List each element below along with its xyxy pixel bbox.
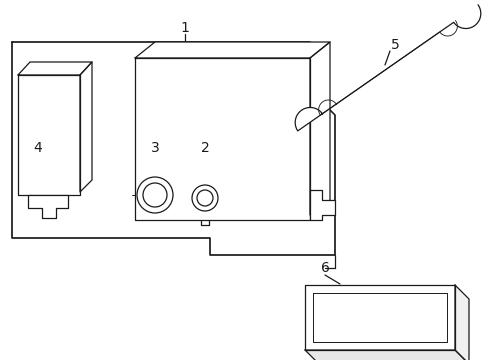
Polygon shape: [305, 285, 454, 350]
Circle shape: [197, 190, 213, 206]
Polygon shape: [135, 42, 329, 58]
Polygon shape: [80, 62, 92, 192]
Polygon shape: [309, 42, 329, 215]
Polygon shape: [309, 190, 334, 220]
Circle shape: [137, 177, 173, 213]
Polygon shape: [12, 42, 334, 255]
Polygon shape: [18, 75, 80, 195]
Polygon shape: [454, 285, 468, 360]
Text: 5: 5: [390, 38, 399, 52]
Text: 3: 3: [150, 141, 159, 155]
Circle shape: [142, 183, 167, 207]
Text: 2: 2: [200, 141, 209, 155]
Polygon shape: [28, 195, 68, 218]
Polygon shape: [135, 58, 309, 220]
Text: 4: 4: [34, 141, 42, 155]
Polygon shape: [18, 62, 92, 75]
Polygon shape: [305, 350, 468, 360]
Text: 1: 1: [180, 21, 189, 35]
Polygon shape: [295, 5, 480, 131]
Circle shape: [192, 185, 218, 211]
Text: 6: 6: [320, 261, 329, 275]
